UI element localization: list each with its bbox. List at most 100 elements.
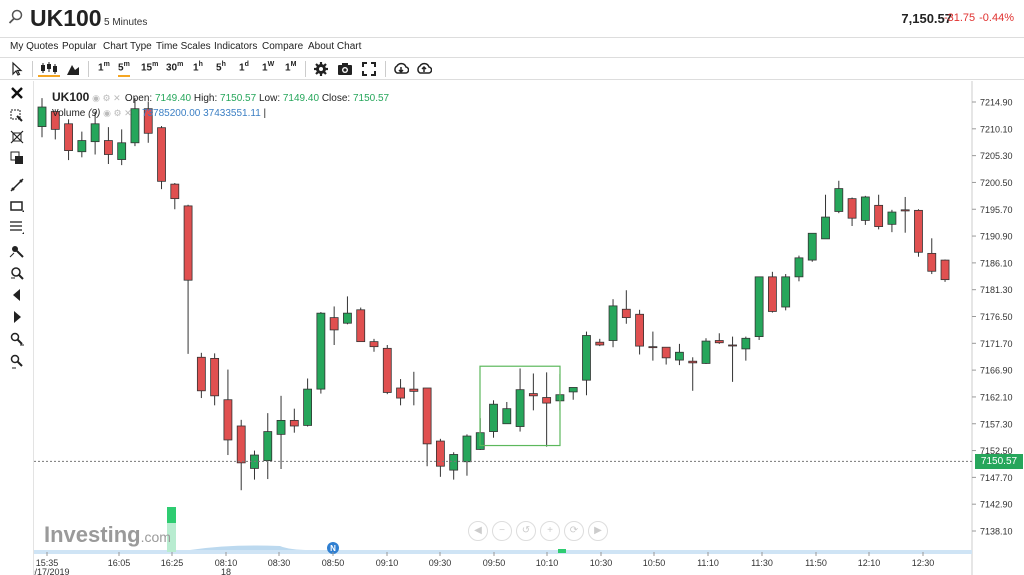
camera-icon[interactable] <box>337 61 353 77</box>
menu-popular[interactable]: Popular <box>62 41 97 52</box>
high-label: High: <box>193 93 218 104</box>
reset-nav-icon[interactable]: ↺ <box>516 521 536 541</box>
arrow-marker-icon[interactable] <box>9 309 25 325</box>
candle-up <box>887 211 897 225</box>
legend-symbol: UK100 <box>52 90 90 104</box>
price-tick-label: 7195.70 <box>980 205 1013 215</box>
search-icon[interactable] <box>8 9 24 25</box>
timeframe-unit: m <box>177 61 184 68</box>
chart-canvas[interactable]: 7214.90 7210.10 7205.30 7200.50 7195.70 7190.… <box>34 81 1024 575</box>
candle-up <box>860 196 870 221</box>
time-tick-label: 12:30 <box>912 558 935 568</box>
time-tick-label: 08:30 <box>268 558 291 568</box>
candle-down <box>236 425 246 464</box>
eraser-icon[interactable] <box>9 287 25 303</box>
timeframe-1mo[interactable]: 1M <box>285 61 296 77</box>
volume-bump <box>190 545 310 550</box>
candle-down <box>874 204 884 227</box>
timeframe-unit: m <box>103 61 110 68</box>
fib-lines-icon[interactable] <box>9 219 25 235</box>
lock-drawings-icon[interactable] <box>9 331 25 347</box>
time-tick-sublabel: 10/17/2019 <box>34 567 70 575</box>
candle-down <box>170 183 180 200</box>
candle-down <box>143 108 153 134</box>
candle-up <box>781 276 791 308</box>
reset-zoom-icon[interactable] <box>9 150 25 166</box>
candle-down <box>356 309 366 343</box>
zoom-in-nav-icon[interactable]: + <box>540 521 560 541</box>
fullscreen-icon[interactable] <box>361 61 377 77</box>
time-tick-label: 10:10 <box>536 558 559 568</box>
close-icon[interactable] <box>9 85 25 101</box>
settings-icon[interactable] <box>313 61 329 77</box>
open-label: Open: <box>124 93 153 104</box>
candle-up <box>90 123 100 143</box>
candle-down <box>940 259 950 281</box>
time-tick-label: 11:10 <box>697 558 719 568</box>
candle-down <box>528 393 538 397</box>
drawing-tools-panel <box>0 81 34 575</box>
magnifier-icon[interactable] <box>9 265 25 281</box>
candlestick-type-icon[interactable] <box>38 61 60 77</box>
ohlc-legend: UK100 ◉ ⚙ ✕ Open: 7149.40 High: 7150.57 … <box>52 90 389 104</box>
visibility-icons[interactable]: ◉ ⚙ ✕ <box>92 93 121 103</box>
area-type-icon[interactable] <box>66 61 80 77</box>
price-tick-label: 7186.10 <box>980 258 1013 268</box>
timeframe-unit: h <box>198 61 203 68</box>
price-change: -31.75 -0.44% <box>940 12 1014 24</box>
news-marker-label: N <box>330 544 336 553</box>
remove-drawings-icon[interactable] <box>9 353 25 369</box>
timeframe-1d[interactable]: 1d <box>239 61 249 77</box>
zoom-select-icon[interactable] <box>9 108 25 124</box>
news-marker-icon <box>327 542 339 554</box>
candle-down <box>196 356 206 392</box>
timeframe-unit: M <box>290 61 297 68</box>
download-icon[interactable] <box>393 61 409 77</box>
timeframe-1h[interactable]: 1h <box>193 61 203 77</box>
volume-area <box>34 550 972 554</box>
menu-about-chart[interactable]: About Chart <box>308 41 362 52</box>
candle-up <box>343 312 352 324</box>
price-tick-label: 7152.50 <box>980 446 1013 456</box>
menu-chart-type[interactable]: Chart Type <box>103 41 152 52</box>
candle-down <box>688 360 698 364</box>
upload-icon[interactable] <box>416 61 432 77</box>
timeframe-5m[interactable]: 5m <box>118 61 130 77</box>
close-label: Close: <box>321 93 351 104</box>
volume-visibility-icons[interactable]: ◉ ⚙ ✕ <box>103 108 132 118</box>
refresh-nav-icon[interactable]: ⟳ <box>564 521 584 541</box>
timeframe-30m[interactable]: 30m <box>166 61 183 77</box>
price-tick-label: 7171.70 <box>980 339 1013 349</box>
zoom-out-icon[interactable] <box>9 129 25 145</box>
trend-line-icon[interactable] <box>9 177 25 193</box>
timeframe-1w[interactable]: 1W <box>262 61 274 77</box>
timeframe-1m[interactable]: 1m <box>98 61 110 77</box>
price-chart[interactable]: 7214.90 7210.10 7205.30 7200.50 7195.70 7190.… <box>34 81 1024 575</box>
toolbar-divider <box>385 61 386 77</box>
candle-up <box>754 276 764 338</box>
candle-up <box>37 106 47 127</box>
toolbar-divider <box>32 61 33 77</box>
rectangle-icon[interactable] <box>9 198 25 214</box>
zoom-out-nav-icon[interactable]: − <box>492 521 512 541</box>
timeframe-15m[interactable]: 15m <box>141 61 158 77</box>
symbol-title: UK100 <box>30 5 102 31</box>
menu-time-scales[interactable]: Time Scales <box>156 41 211 52</box>
candle-down <box>542 397 552 404</box>
change-percent: -0.44% <box>979 12 1014 24</box>
timeframe-unit: m <box>152 61 159 68</box>
menu-indicators[interactable]: Indicators <box>214 41 258 52</box>
cursor-icon[interactable] <box>10 61 24 77</box>
candle-down <box>435 440 445 467</box>
scroll-left-icon[interactable]: ◀ <box>468 521 488 541</box>
menu-my-quotes[interactable]: My Quotes <box>10 41 59 52</box>
time-tick-label: 09:30 <box>429 558 452 568</box>
menu-compare[interactable]: Compare <box>262 41 304 52</box>
scroll-right-icon[interactable]: ▶ <box>588 521 608 541</box>
timeframe-5h[interactable]: 5h <box>216 61 226 77</box>
candle-down <box>635 313 644 347</box>
candle-up <box>675 351 684 361</box>
toolbar-divider <box>88 61 89 77</box>
candle-down <box>183 205 193 281</box>
brush-icon[interactable] <box>9 243 25 259</box>
